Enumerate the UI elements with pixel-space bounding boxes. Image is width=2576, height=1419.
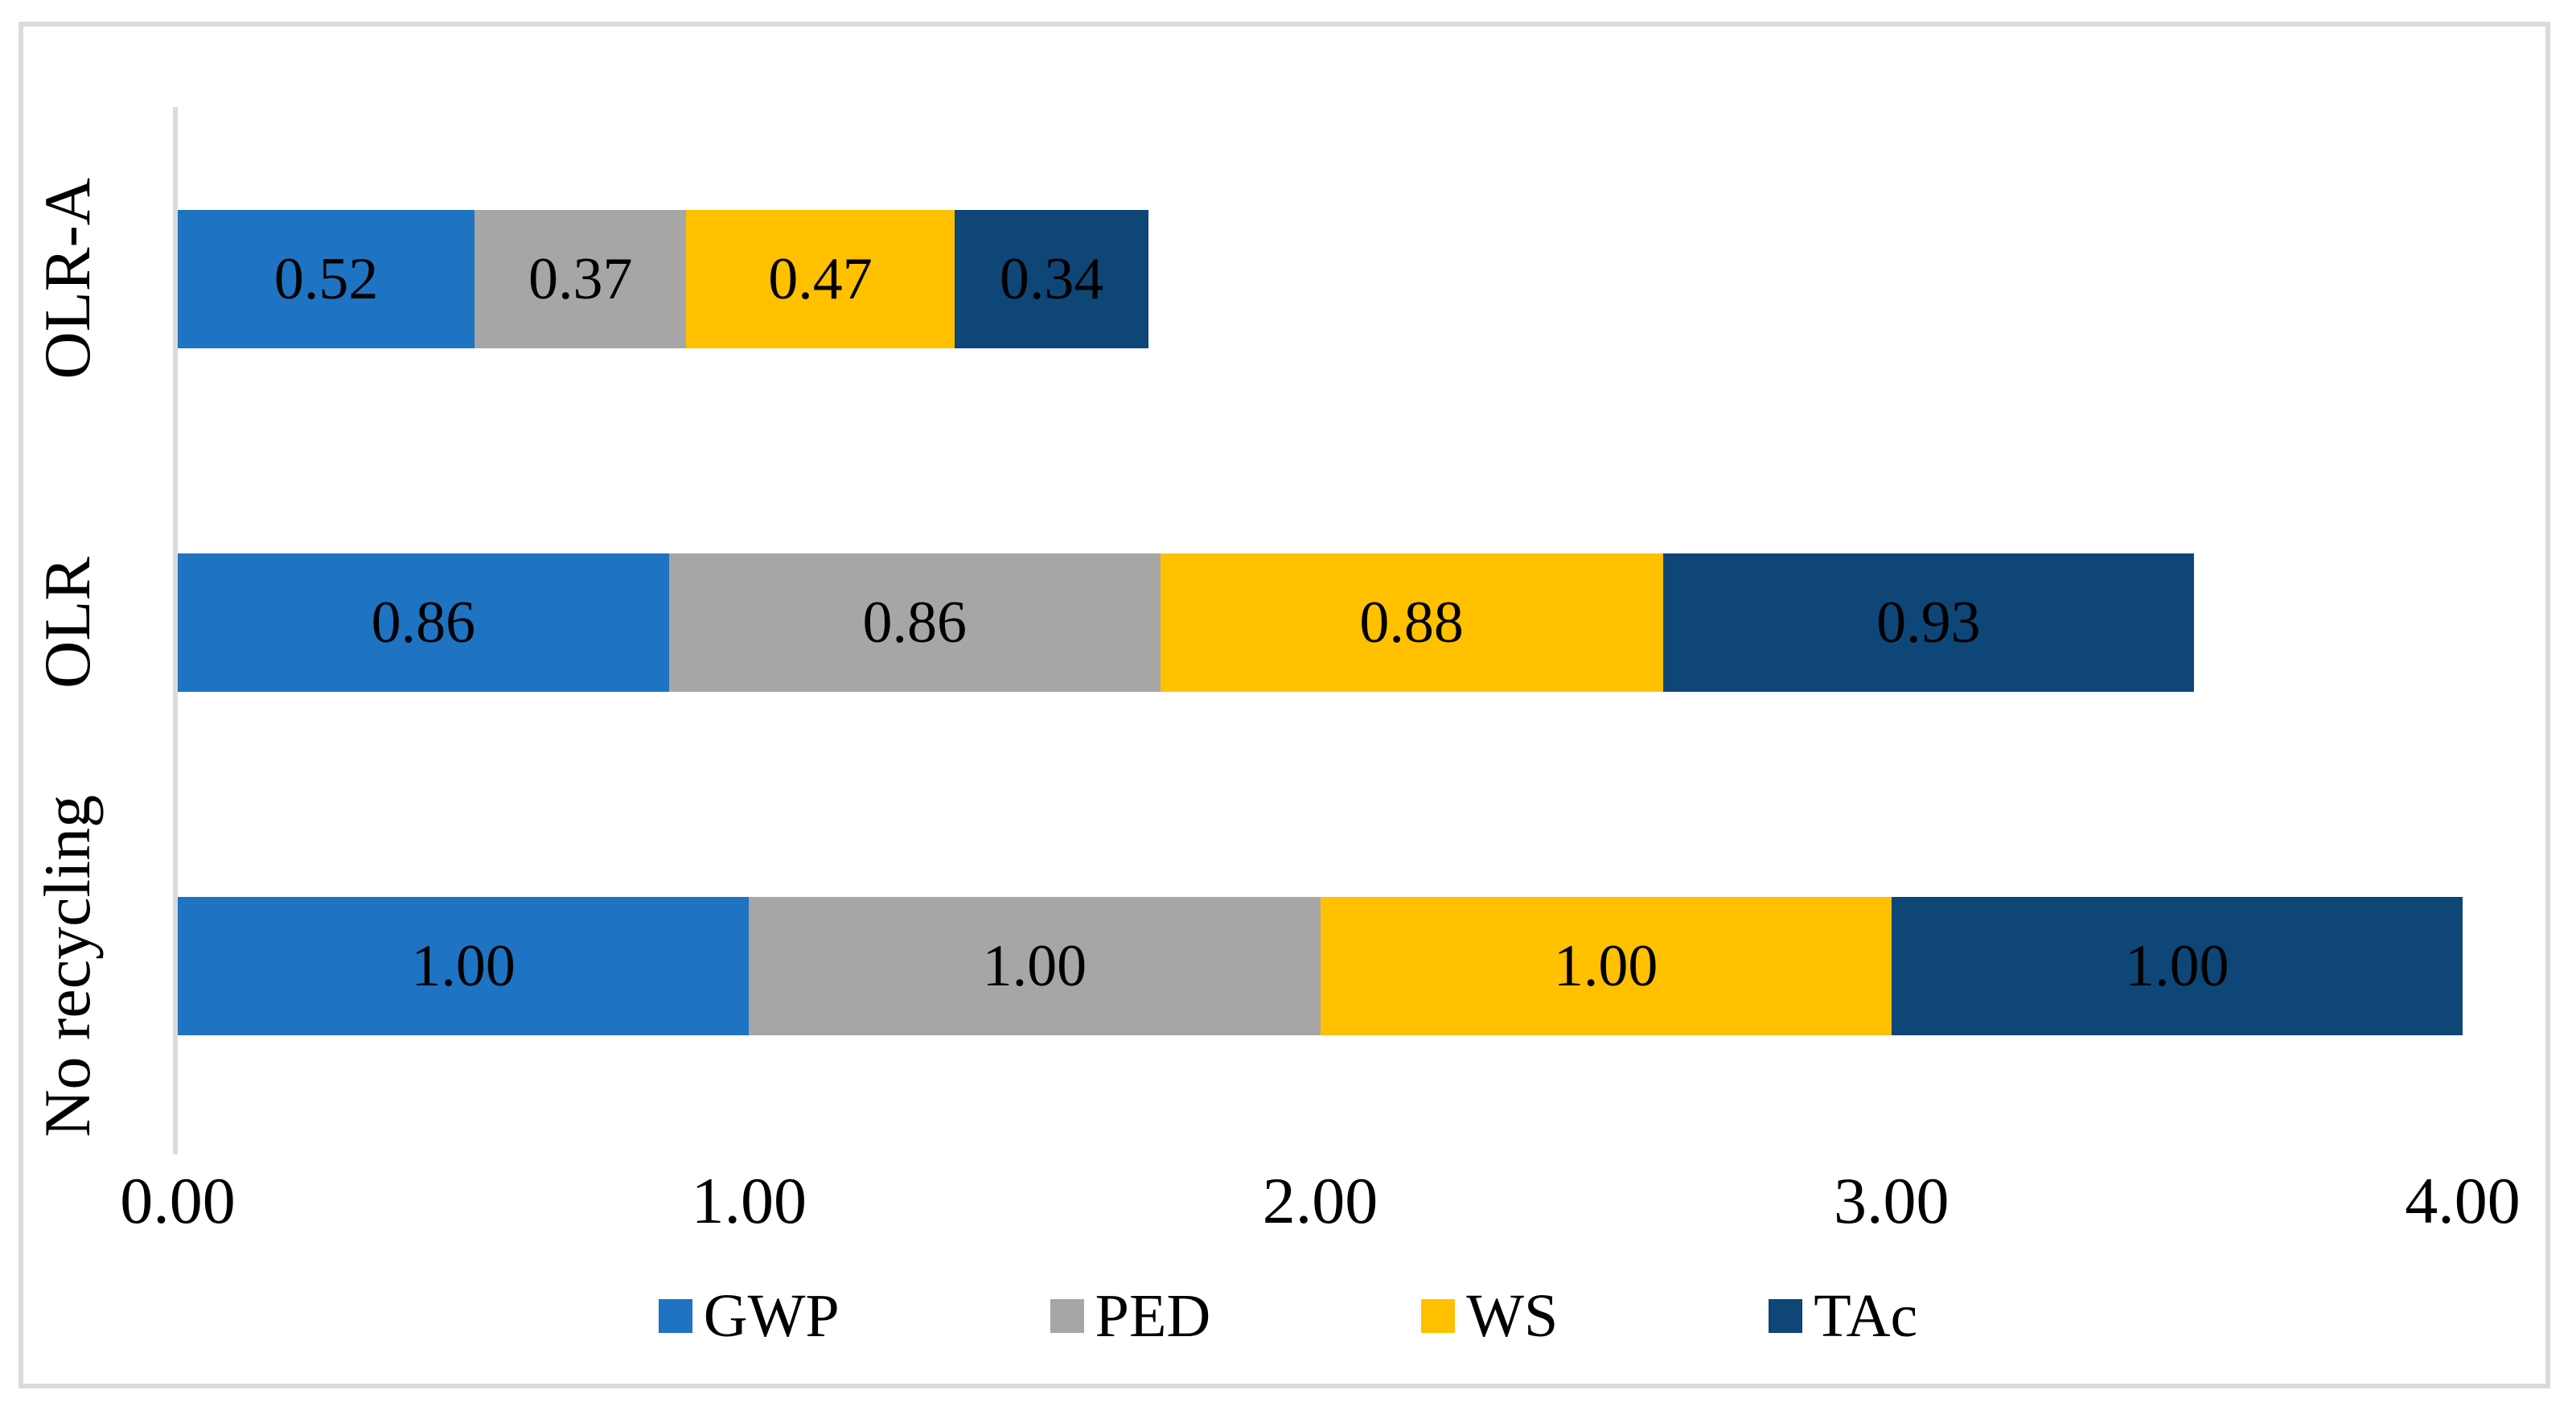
- bar-segment-ws: 0.88: [1160, 553, 1663, 692]
- legend-label: PED: [1095, 1282, 1211, 1350]
- legend-swatch-ws: [1421, 1299, 1456, 1333]
- segment-value-label: 0.37: [528, 245, 633, 312]
- bar-segment-tac: 0.93: [1662, 553, 2195, 692]
- segment-value-label: 1.00: [2125, 933, 2229, 1000]
- bar-segment-gwp: 1.00: [178, 897, 750, 1036]
- legend-item-ws: WS: [1421, 1285, 1558, 1347]
- x-axis-tick-label: 3.00: [1834, 1164, 1949, 1237]
- bar-segment-ped: 1.00: [749, 897, 1321, 1036]
- bar-segment-tac: 1.00: [1891, 897, 2463, 1036]
- bar-segment-gwp: 0.52: [178, 209, 475, 348]
- segment-value-label: 0.86: [371, 589, 476, 656]
- category-cell: No recycling: [18, 795, 173, 1138]
- bar-row: 0.52 0.37 0.47 0.34: [178, 107, 2463, 450]
- legend-item-ped: PED: [1050, 1282, 1211, 1350]
- segment-value-label: 1.00: [1553, 933, 1658, 1000]
- bar-segment-ped: 0.37: [475, 209, 687, 348]
- legend-item-tac: TAc: [1769, 1285, 1917, 1347]
- stacked-bar: 0.52 0.37 0.47 0.34: [178, 209, 1149, 348]
- bar-row: 1.00 1.00 1.00 1.00: [178, 795, 2463, 1138]
- plot-area: 0.52 0.37 0.47 0.34 0.86 0.86 0.88 0.93 1.00 1.00…: [178, 107, 2463, 1138]
- legend-item-gwp: GWP: [658, 1282, 840, 1350]
- segment-value-label: 0.93: [1876, 589, 1981, 656]
- bar-segment-ws: 1.00: [1320, 897, 1892, 1036]
- legend-label: WS: [1466, 1282, 1559, 1350]
- category-label: OLR-A: [31, 178, 104, 380]
- segment-value-label: 0.88: [1359, 589, 1464, 656]
- category-cell: OLR: [18, 450, 173, 794]
- category-label: No recycling: [31, 795, 104, 1138]
- x-axis-tick-labels: 0.00 1.00 2.00 3.00 4.00: [120, 1164, 2521, 1253]
- bar-segment-gwp: 0.86: [178, 553, 669, 692]
- segment-value-label: 1.00: [411, 933, 516, 1000]
- segment-value-label: 0.52: [273, 245, 379, 312]
- stacked-bar: 0.86 0.86 0.88 0.93: [178, 553, 2195, 692]
- bar-row: 0.86 0.86 0.88 0.93: [178, 450, 2463, 794]
- segment-value-label: 0.47: [768, 245, 873, 312]
- category-axis-labels: OLR-A OLR No recycling: [18, 107, 173, 1138]
- stacked-bar: 1.00 1.00 1.00 1.00: [178, 897, 2463, 1036]
- legend-swatch-tac: [1769, 1299, 1803, 1333]
- x-axis-tick-label: 4.00: [2405, 1164, 2521, 1237]
- bar-segment-ped: 0.86: [668, 553, 1161, 692]
- x-axis-tick-label: 0.00: [120, 1164, 236, 1237]
- legend-label: GWP: [703, 1282, 840, 1350]
- bar-segment-ws: 0.47: [686, 209, 955, 348]
- legend-swatch-ped: [1050, 1299, 1084, 1333]
- segment-value-label: 0.86: [862, 589, 967, 656]
- y-axis-line: [173, 107, 178, 1154]
- bar-segment-tac: 0.34: [954, 209, 1149, 348]
- category-cell: OLR-A: [18, 107, 173, 450]
- segment-value-label: 1.00: [982, 933, 1087, 1000]
- legend-label: TAc: [1814, 1282, 1918, 1350]
- legend: GWP PED WS TAc: [0, 1285, 2576, 1347]
- x-axis-tick-label: 2.00: [1262, 1164, 1378, 1237]
- category-label: OLR: [31, 556, 104, 689]
- legend-swatch-gwp: [658, 1299, 692, 1333]
- x-axis-tick-label: 1.00: [691, 1164, 807, 1237]
- segment-value-label: 0.34: [999, 245, 1104, 312]
